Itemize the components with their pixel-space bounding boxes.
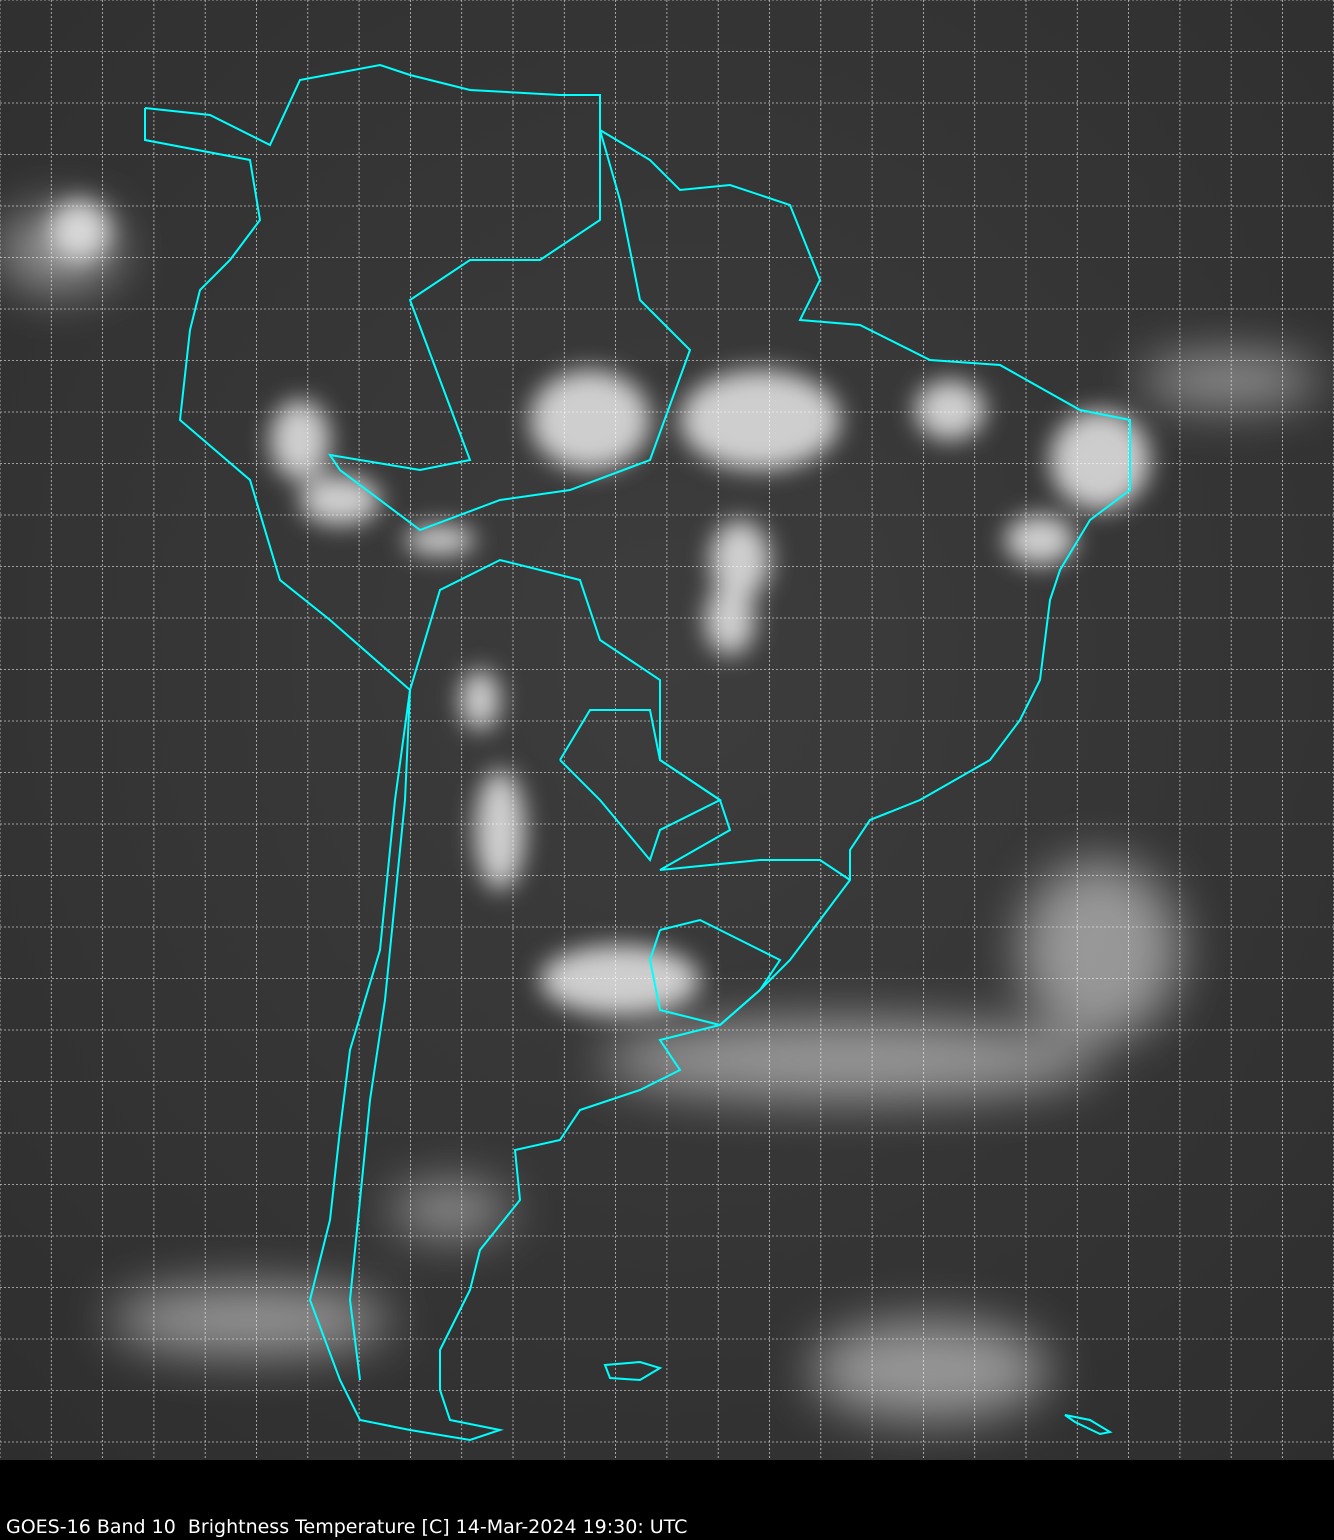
- falklands: [603, 1360, 663, 1382]
- clouds: [0, 200, 1320, 1420]
- country-borders: [144, 63, 1131, 1442]
- south-georgia: [1064, 1414, 1113, 1436]
- argentina-chile-border: [348, 689, 411, 1381]
- uruguay-border: [648, 918, 782, 1027]
- lat-lon-grid: [0, 0, 1334, 1460]
- brazil-border: [327, 129, 692, 532]
- paraguay-border: [559, 709, 722, 863]
- satellite-image: [0, 0, 1334, 1460]
- image-caption: GOES-16 Band 10 Brightness Temperature […: [6, 1516, 688, 1538]
